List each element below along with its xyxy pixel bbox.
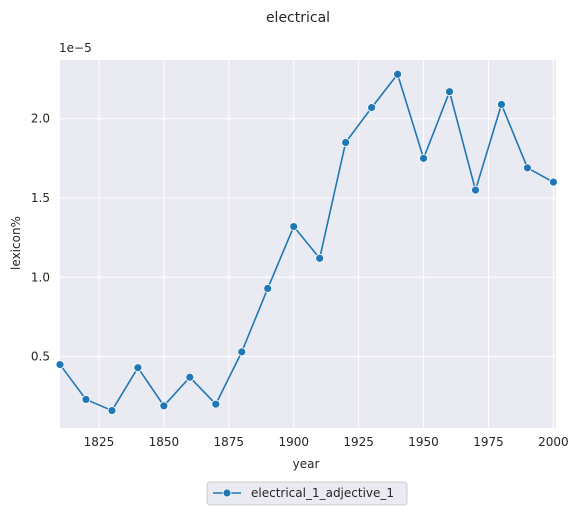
y-tick-label: 2.0 [31,112,50,126]
x-axis-label: year [293,457,320,471]
data-point [211,399,221,409]
data-point [159,401,169,411]
gridlines [60,60,556,428]
data-point [263,284,273,293]
data-point [445,87,454,97]
data-point [81,395,91,404]
series-layer [55,69,558,415]
data-point [367,103,377,112]
y-tick-label: 1.0 [31,270,50,284]
x-tick-label: 1900 [278,435,309,449]
x-tick-label: 1825 [84,435,115,449]
data-point [549,177,558,187]
data-point [393,69,402,79]
data-point [497,100,506,109]
legend-box [206,481,408,506]
data-point [237,347,247,357]
x-tick-label: 1975 [473,435,504,449]
y-axis-label: lexicon% [9,216,23,270]
data-point [185,372,195,382]
data-point [315,253,325,263]
data-point [133,363,143,373]
legend: electrical_1_adjective_1 [206,481,408,506]
y-tick-label: 1.5 [31,191,50,205]
data-point [341,138,351,147]
y-axis-ticks: 0.5 1.0 1.5 2.0 [31,112,50,364]
x-tick-label: 1850 [149,435,180,449]
legend-marker-swatch [222,488,232,498]
x-tick-label: 2000 [538,435,569,449]
y-scale-label: 1e−5 [59,41,92,55]
y-tick-label: 0.5 [31,350,50,364]
x-tick-label: 1950 [408,435,439,449]
data-point [471,185,480,195]
data-point [107,406,117,415]
data-point [289,222,299,231]
chart-title: electrical [266,10,330,26]
x-tick-label: 1875 [214,435,245,449]
data-point [55,360,65,369]
legend-label: electrical_1_adjective_1 [251,486,394,500]
x-tick-label: 1925 [343,435,374,449]
x-axis-ticks: 1825 1850 1875 1900 1925 1950 1975 2000 [84,435,569,449]
data-point [523,163,532,173]
data-point [419,153,428,163]
series-line [59,73,554,412]
